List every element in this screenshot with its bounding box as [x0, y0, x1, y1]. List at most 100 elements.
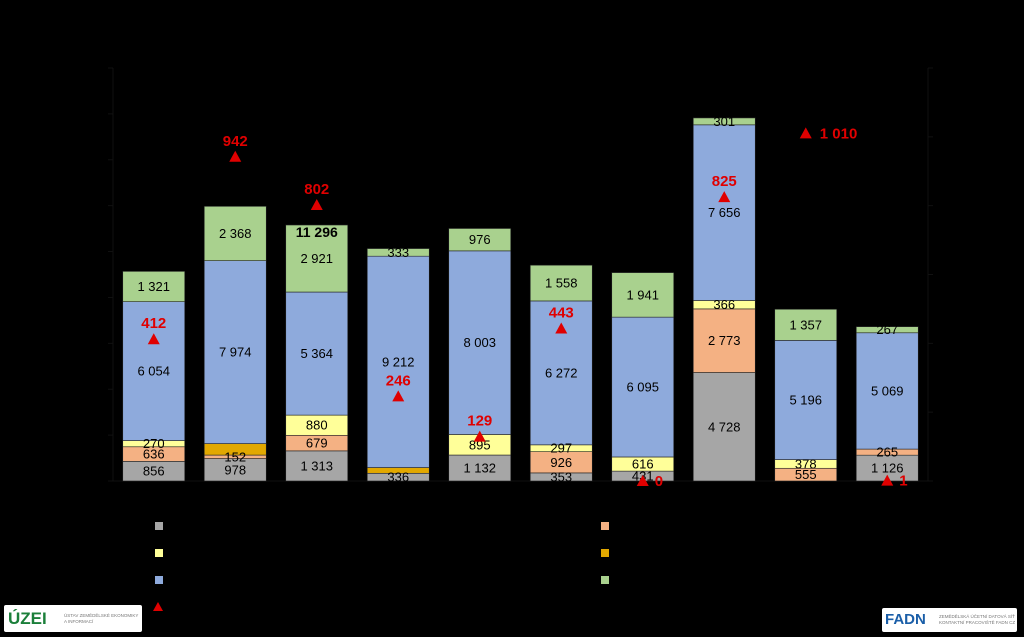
bar-segment: [203, 206, 267, 261]
bar-segment-label: 636: [143, 447, 165, 462]
bar-segment-label: 7 974: [219, 345, 252, 360]
bar-segment-label: 976: [469, 232, 491, 247]
bar-segment: [285, 224, 349, 293]
bar-segment-label: 4 728: [708, 419, 741, 434]
legend-swatch: [601, 522, 609, 530]
marker-label: 825: [712, 173, 737, 190]
bar-segment-label: 2 921: [300, 251, 333, 266]
bar-segment: [774, 340, 838, 460]
bar-segment-label: 880: [306, 418, 328, 433]
bar-segment: [529, 264, 593, 302]
bar-segment-label: 616: [632, 457, 654, 472]
bar-segment-label: 2 773: [708, 333, 741, 348]
bar-segment: [448, 250, 512, 435]
legend-swatch: [601, 576, 609, 584]
bar-segment-label: 6 095: [626, 380, 659, 395]
bar-segment: [611, 272, 675, 318]
legend-triangle-marker: [153, 602, 163, 611]
bar-segment: [611, 316, 675, 458]
marker-triangle: [392, 390, 405, 402]
bar-segment-label: 1 357: [789, 317, 822, 332]
bar-segment: [203, 260, 267, 444]
uzei-logo-line1: ÚSTAV ZEMĚDĚLSKÉ EKONOMIKY: [64, 613, 139, 618]
bar-segment: [122, 301, 186, 441]
bar-segment-label: 378: [795, 456, 817, 471]
marker-triangle: [310, 198, 323, 210]
fadn-logo-line2: KONTAKTNÍ PRACOVIŠTĚ FADN CZ: [939, 620, 1016, 625]
bar-segment-label: 270: [143, 436, 165, 451]
bar-segment-label: 679: [306, 436, 328, 451]
marker-label: 942: [223, 133, 248, 150]
bar-segment-label: 353: [550, 469, 572, 484]
bar-segment-label: 926: [550, 455, 572, 470]
marker-triangle: [229, 150, 242, 162]
bar-segment-label: 1 558: [545, 276, 578, 291]
bar-segment: [855, 326, 919, 334]
bar-segment-label: 1 941: [626, 287, 659, 302]
bar-segment-label: 1 321: [137, 279, 170, 294]
uzei-logo-line2: A INFORMACÍ: [64, 619, 94, 624]
bar-segment-label: 301: [713, 114, 735, 129]
fadn-logo-mark: FADN: [885, 611, 926, 628]
marker-triangle: [636, 475, 649, 486]
bar-segment-label: 7 656: [708, 205, 741, 220]
marker-label: 246: [386, 372, 411, 389]
bar-segment: [692, 308, 756, 373]
bar-segment: [692, 124, 756, 301]
marker-triangle: [473, 430, 486, 442]
marker-label: 0: [655, 473, 663, 490]
bar-segment-label: 333: [387, 245, 409, 260]
bar-segment-label: 1 126: [871, 461, 904, 476]
uzei-logo: ÚZEI ÚSTAV ZEMĚDĚLSKÉ EKONOMIKY A INFORM…: [4, 605, 142, 632]
marker-triangle: [881, 474, 894, 486]
bar-segment-label: 9 212: [382, 354, 415, 369]
bar-segment: [122, 271, 186, 302]
bar-segment-label: 366: [713, 297, 735, 312]
bar-segment-label: 336: [387, 470, 409, 485]
marker-label: 1 010: [820, 125, 858, 142]
bar-segment-label: 5 069: [871, 383, 904, 398]
marker-triangle: [718, 191, 731, 203]
bar-segment-label: 5 364: [300, 346, 333, 361]
bar-segment: [366, 248, 430, 257]
bar-segment: [285, 291, 349, 416]
legend-swatch: [155, 522, 163, 530]
bar-segment: [692, 372, 756, 482]
uzei-logo-mark: ÚZEI: [8, 609, 47, 628]
bar-segment: [366, 255, 430, 468]
bar-segment-label: 267: [876, 322, 898, 337]
marker-triangle: [799, 127, 812, 139]
legend-swatch: [155, 576, 163, 584]
marker-label: 412: [141, 315, 166, 332]
bar-segment-label: 265: [876, 445, 898, 460]
fadn-logo: FADN ZEMĚDĚLSKÁ ÚČETNÍ DATOVÁ SÍŤ KONTAK…: [882, 608, 1017, 632]
bar-segment-label: 2 368: [219, 226, 252, 241]
bar-segment: [774, 308, 838, 341]
bar-total-label: 11 296: [296, 224, 338, 240]
bar-segment-label: 856: [143, 464, 165, 479]
bar-segment: [692, 117, 756, 126]
bar-segment-label: 297: [550, 441, 572, 456]
marker-label: 802: [304, 181, 329, 198]
legend-swatch: [155, 549, 163, 557]
marker-triangle: [147, 333, 160, 345]
bar-segment-label: 152: [224, 449, 246, 464]
bar-segment-label: 6 054: [137, 364, 170, 379]
bar-segment-label: 8 003: [463, 335, 496, 350]
marker-label: 129: [467, 413, 492, 430]
bar-segment: [855, 332, 919, 450]
bar-segment-label: 6 272: [545, 365, 578, 380]
fadn-logo-line1: ZEMĚDĚLSKÁ ÚČETNÍ DATOVÁ SÍŤ: [939, 614, 1015, 619]
bar-segment: [285, 450, 349, 482]
marker-label: 1: [899, 473, 907, 490]
bar-segment: [448, 228, 512, 252]
marker-label: 443: [549, 305, 574, 322]
bar-segment-label: 5 196: [789, 392, 822, 407]
bar-segment-label: 1 132: [463, 461, 496, 476]
bar-segment-label: 978: [224, 462, 246, 477]
marker-triangle: [555, 322, 568, 334]
bar-segment-label: 1 313: [300, 458, 333, 473]
bar-segment-label: 555: [795, 467, 817, 482]
legend-swatch: [601, 549, 609, 557]
